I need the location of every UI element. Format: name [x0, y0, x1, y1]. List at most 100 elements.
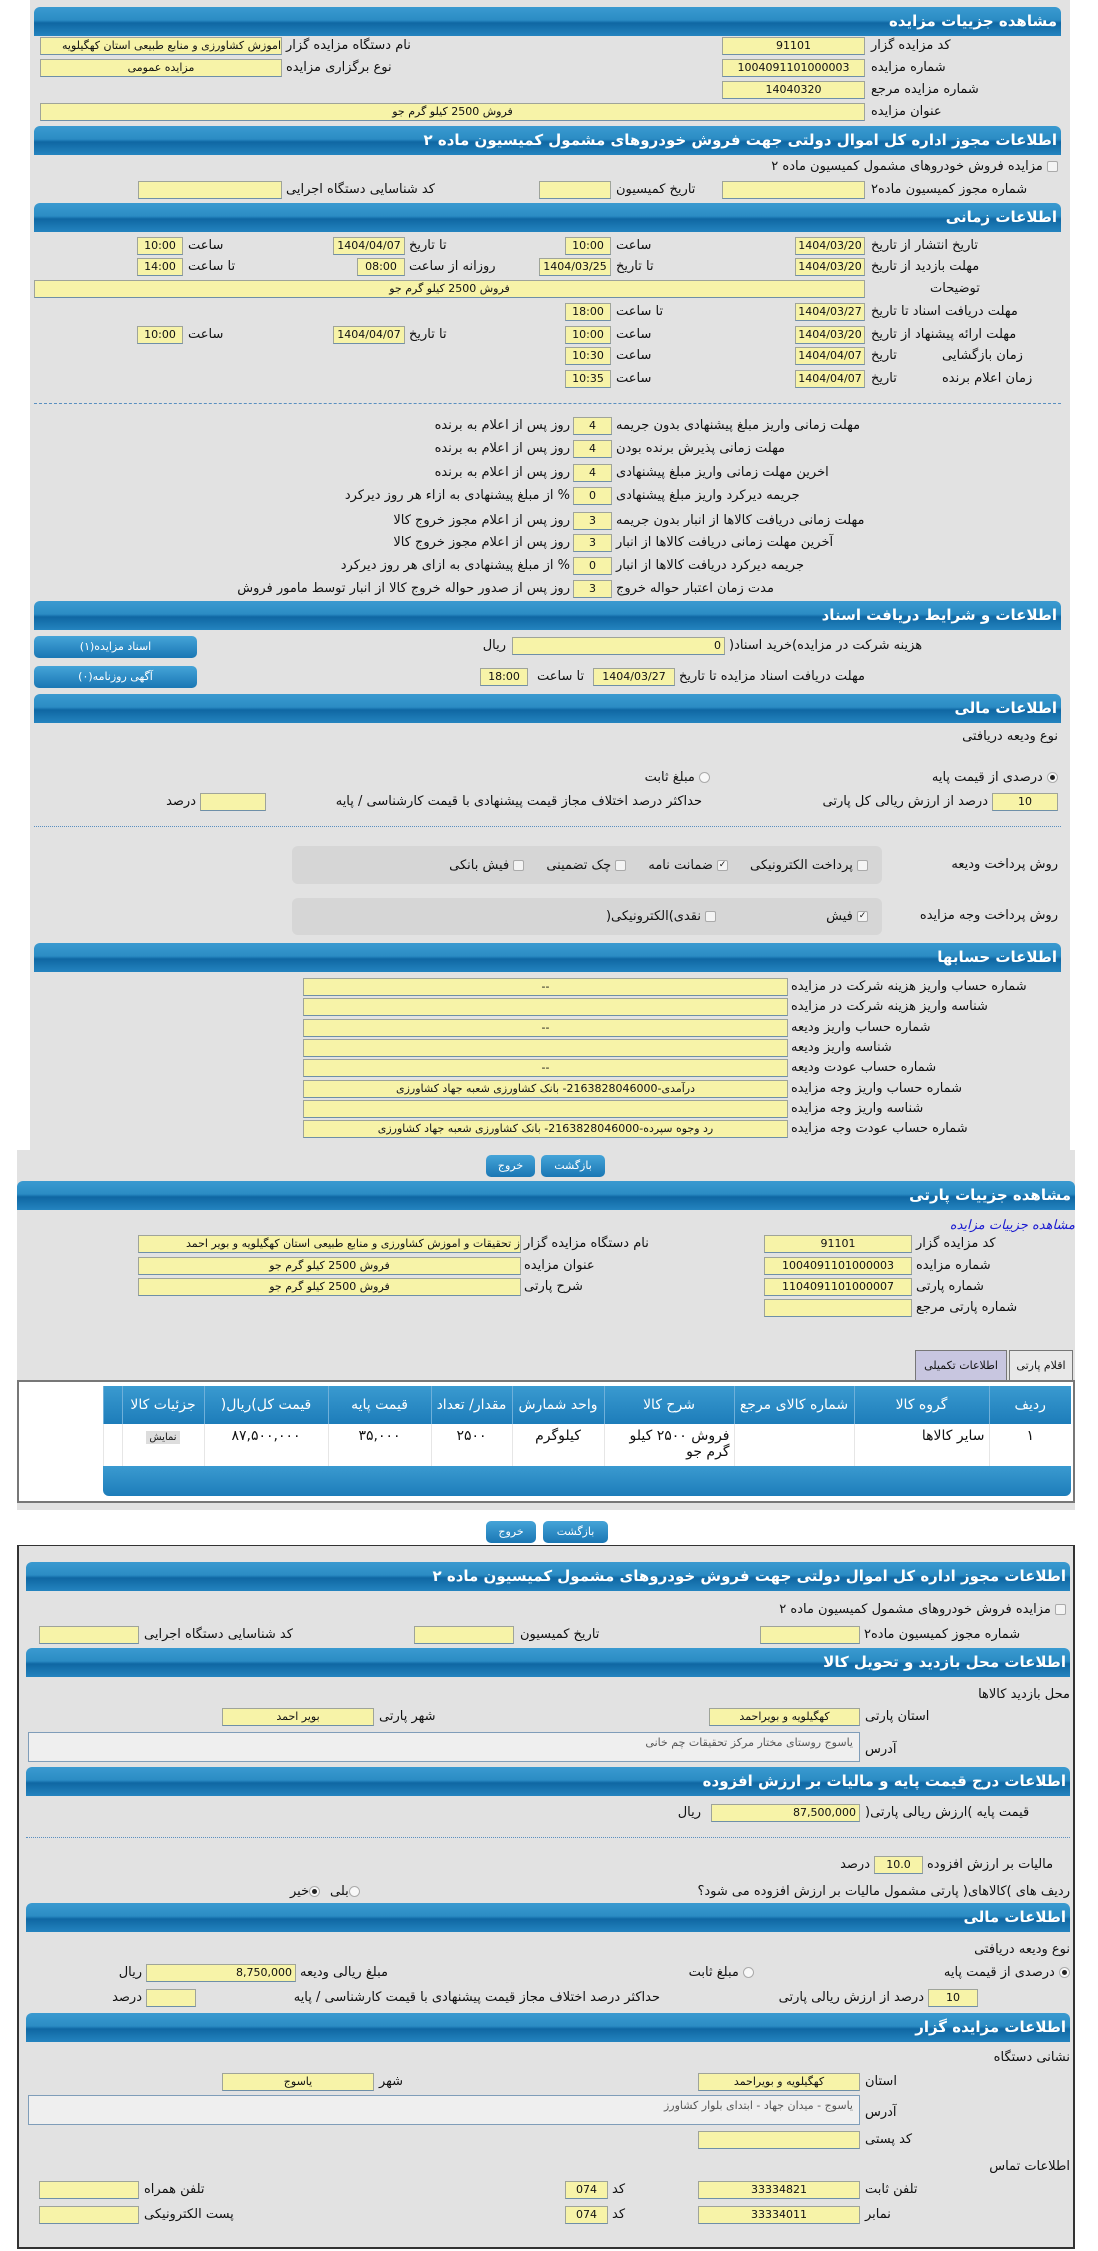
postal-code-field[interactable]: [698, 2131, 860, 2149]
winner-time-field[interactable]: 10:35: [565, 370, 611, 388]
exec-id-field[interactable]: [138, 181, 282, 199]
opening-time-field[interactable]: 10:30: [565, 347, 611, 365]
auction-type-field[interactable]: مزایده عمومی: [40, 59, 282, 77]
percent2-radio[interactable]: [1059, 1967, 1070, 1978]
email-field[interactable]: [39, 2206, 139, 2224]
percent2-option[interactable]: درصدی از قیمت پایه: [944, 1963, 1070, 1983]
method-option[interactable]: چک تضمینی: [546, 858, 627, 873]
method-checkbox[interactable]: ✓: [857, 911, 868, 922]
base-price-field[interactable]: 87,500,000: [711, 1804, 860, 1822]
mobile-field[interactable]: [39, 2181, 139, 2199]
permit2-number-field[interactable]: [760, 1626, 860, 1644]
auctioneer-org-field[interactable]: اموزش کشاورزی و منابع طبیعی استان کهگیلو…: [40, 37, 282, 55]
vat-field[interactable]: 10.0: [874, 1856, 923, 1874]
fixed2-option[interactable]: مبلغ ثابت: [689, 1963, 754, 1983]
method-option[interactable]: ✓ ضمانت نامه: [648, 858, 729, 873]
method-checkbox[interactable]: [857, 859, 868, 871]
method-option[interactable]: نقدی)الکترونیکی(: [606, 909, 717, 924]
description-field[interactable]: فروش 2500 کیلو گرم جو: [34, 280, 865, 298]
auction-ref-field[interactable]: 14040320: [722, 81, 865, 99]
vat-no-radio[interactable]: [309, 1886, 321, 1897]
docs-to-field[interactable]: 1404/03/27: [795, 303, 865, 321]
lot-org-field[interactable]: ز تحقیقات و اموزش کشاورزی و منابع طبیعی …: [138, 1235, 521, 1253]
deadline-value-field[interactable]: 3: [573, 512, 612, 530]
account-field[interactable]: درآمدی-2163828046000- بانک کشاورزی شعبه …: [303, 1079, 788, 1098]
opening-date-field[interactable]: 1404/04/07: [795, 347, 865, 365]
publish-to-time-field[interactable]: 10:00: [137, 237, 183, 255]
docs-fee-field[interactable]: 0: [512, 637, 725, 655]
lot-code-field[interactable]: 91101: [764, 1235, 912, 1253]
auction-number-field[interactable]: 1004091101000003: [722, 59, 865, 77]
lot-desc-field[interactable]: فروش 2500 کیلو گرم جو: [138, 1278, 521, 1296]
seller-city-field[interactable]: یاسوج: [222, 2073, 374, 2091]
newspaper-ads-button[interactable]: آگهی روزنامه(۰): [34, 666, 197, 688]
deposit2-percent-field[interactable]: 10: [928, 1989, 978, 2007]
lot-province-field[interactable]: کهگیلویه و بویراحمد: [709, 1708, 860, 1726]
account-field[interactable]: رد وجوه سپرده-2163828046000- بانک کشاورز…: [303, 1120, 788, 1139]
fax-code-field[interactable]: 074: [565, 2206, 608, 2224]
deadline-value-field[interactable]: 0: [573, 487, 612, 505]
fixed-radio[interactable]: [699, 772, 710, 783]
seller-province-field[interactable]: کهگیلویه و بویراحمد: [698, 2073, 860, 2091]
commission2-date-field[interactable]: [414, 1626, 514, 1644]
back-button[interactable]: بازگشت: [543, 1521, 608, 1543]
method-checkbox[interactable]: [615, 859, 627, 871]
vat-yes-option[interactable]: بلی: [330, 1882, 360, 1902]
account-field[interactable]: --: [303, 1018, 788, 1037]
lot-address-field[interactable]: یاسوج روستای مختار مرکز تحقیقات چم خانی: [28, 1732, 860, 1762]
lot-auction-number-field[interactable]: 1004091101000003: [764, 1257, 912, 1275]
method-checkbox[interactable]: [513, 859, 525, 871]
account-field[interactable]: [303, 998, 788, 1017]
percent-radio[interactable]: [1047, 772, 1058, 783]
offer-to-field[interactable]: 1404/04/07: [333, 326, 405, 344]
publish-from-field[interactable]: 1404/03/20: [795, 237, 865, 255]
deadline-value-field[interactable]: 4: [573, 464, 612, 482]
deposit-amount-field[interactable]: 8,750,000: [146, 1964, 296, 1982]
visit-daily-to-field[interactable]: 14:00: [137, 258, 183, 276]
seller-address-field[interactable]: یاسوج - میدان جهاد - ابتدای بلوار کشاورز: [28, 2095, 860, 2125]
docs-to-time-field[interactable]: 18:00: [565, 303, 611, 321]
lot-number-field[interactable]: 1104091101000007: [764, 1278, 912, 1296]
lot-city-field[interactable]: بویر احمد: [222, 1708, 374, 1726]
auction-title-field[interactable]: فروش 2500 کیلو گرم جو: [40, 103, 865, 121]
auction-details-link[interactable]: مشاهده جزییات مزایده: [949, 1218, 1075, 1233]
method-option[interactable]: پرداخت الکترونیکی: [750, 858, 868, 873]
vat-no-option[interactable]: خیر: [290, 1882, 321, 1902]
commission2-checkbox-row[interactable]: مزایده فروش خودروهای مشمول کمیسیون ماده …: [779, 1600, 1066, 1620]
max-diff-field[interactable]: [200, 793, 266, 811]
publish-to-field[interactable]: 1404/04/07: [333, 237, 405, 255]
winner-date-field[interactable]: 1404/04/07: [795, 370, 865, 388]
deadline-value-field[interactable]: 3: [573, 534, 612, 552]
offer-from-time-field[interactable]: 10:00: [565, 326, 611, 344]
deadline-value-field[interactable]: 4: [573, 440, 612, 458]
method-option[interactable]: فیش بانکی: [449, 858, 525, 873]
percent-option[interactable]: درصدی از قیمت پایه: [932, 768, 1058, 788]
offer-from-field[interactable]: 1404/03/20: [795, 326, 865, 344]
docs-deadline-time-field[interactable]: 18:00: [480, 668, 528, 686]
phone-code-field[interactable]: 074: [565, 2181, 608, 2199]
max-diff2-field[interactable]: [146, 1989, 196, 2007]
account-field[interactable]: --: [303, 978, 788, 996]
lot-title-field[interactable]: فروش 2500 کیلو گرم جو: [138, 1257, 521, 1275]
fixed-option[interactable]: مبلغ ثابت: [645, 768, 710, 788]
auctioneer-code-field[interactable]: 91101: [722, 37, 865, 55]
visit-to-field[interactable]: 1404/03/25: [539, 258, 611, 276]
vat-yes-radio[interactable]: [348, 1886, 360, 1897]
deposit-percent-field[interactable]: 10: [992, 793, 1058, 811]
deadline-value-field[interactable]: 4: [573, 417, 612, 435]
phone-field[interactable]: 33334821: [698, 2181, 860, 2199]
docs-deadline-date-field[interactable]: 1404/03/27: [593, 668, 675, 686]
exit-button[interactable]: خروج: [486, 1155, 535, 1177]
publish-from-time-field[interactable]: 10:00: [565, 237, 611, 255]
commission-date-field[interactable]: [539, 181, 611, 199]
deadline-value-field[interactable]: 3: [573, 580, 612, 598]
visit-daily-from-field[interactable]: 08:00: [357, 258, 405, 276]
show-details-button[interactable]: نمایش: [146, 1431, 180, 1444]
commission2-checkbox[interactable]: [1055, 1604, 1066, 1615]
method-checkbox[interactable]: ✓: [717, 859, 729, 871]
commission-checkbox-row[interactable]: مزایده فروش خودروهای مشمول کمیسیون ماده …: [771, 157, 1058, 177]
method-checkbox[interactable]: [705, 911, 717, 922]
account-field[interactable]: [303, 1099, 788, 1118]
tab-extra-info[interactable]: اطلاعات تکمیلی: [915, 1350, 1007, 1380]
fixed2-radio[interactable]: [743, 1967, 754, 1978]
